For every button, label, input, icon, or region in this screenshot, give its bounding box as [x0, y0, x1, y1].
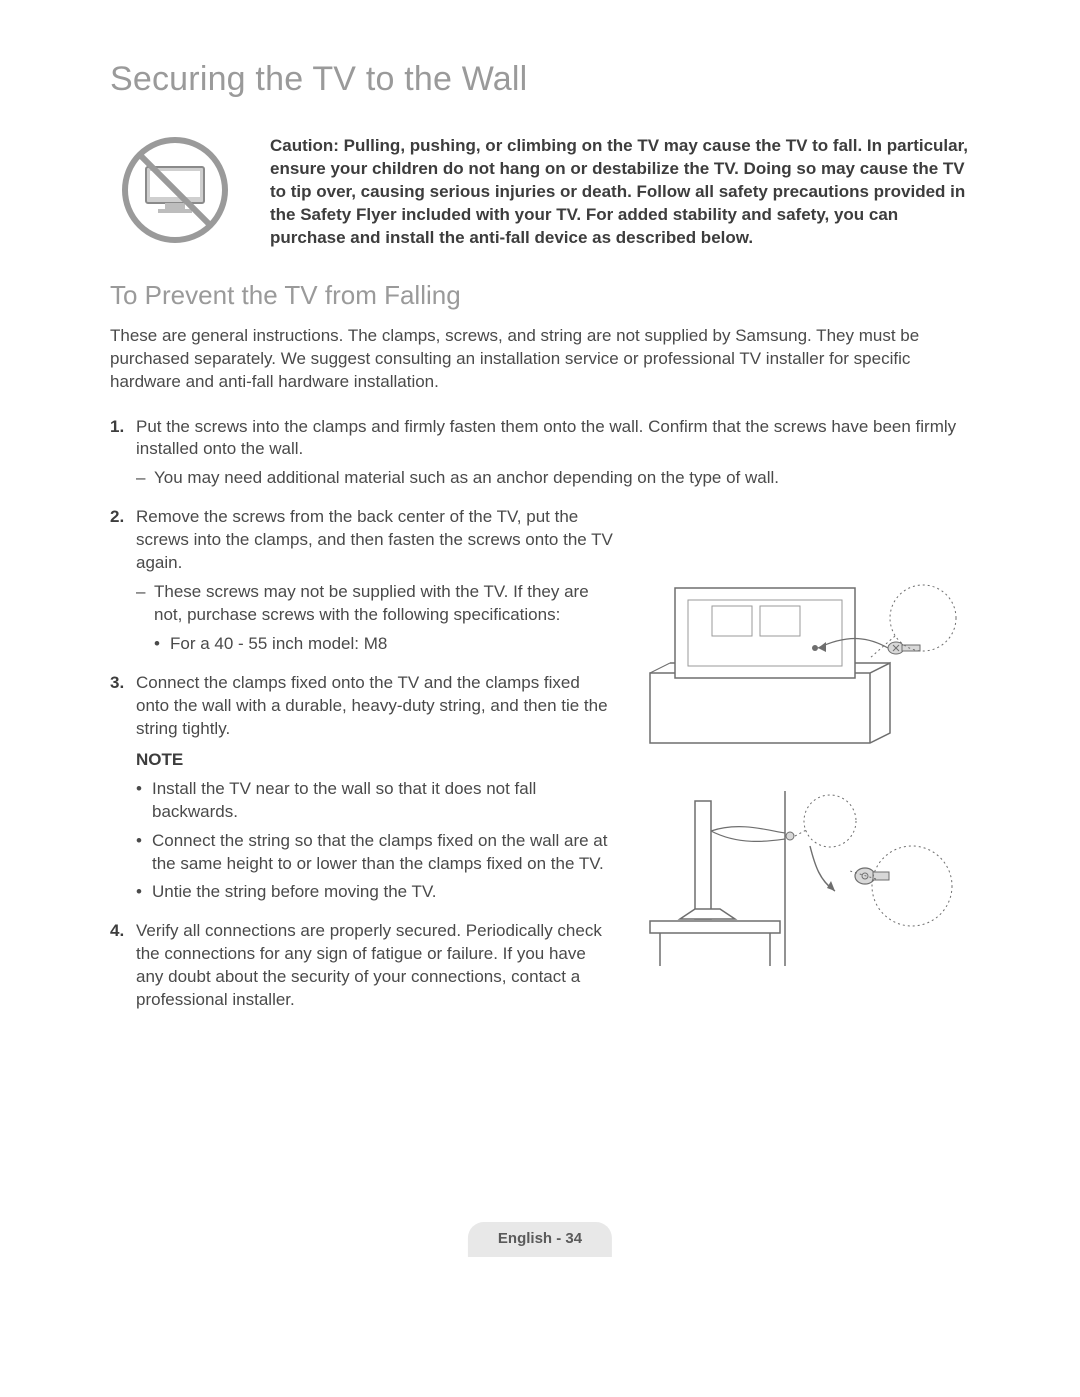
- intro-paragraph: These are general instructions. The clam…: [110, 325, 970, 394]
- caution-text: Caution: Pulling, pushing, or climbing o…: [270, 135, 970, 250]
- step-3-note-3: Untie the string before moving the TV.: [136, 881, 616, 904]
- step-1-note: You may need additional material such as…: [136, 467, 970, 490]
- step-text: Put the screws into the clamps and firml…: [136, 417, 956, 459]
- step-2-spec: For a 40 - 55 inch model: M8: [154, 633, 616, 656]
- figure-tv-back-screw: [640, 578, 960, 753]
- no-push-tv-icon: [110, 135, 240, 250]
- step-text: Connect the clamps fixed onto the TV and…: [136, 673, 608, 738]
- page-title: Securing the TV to the Wall: [110, 60, 970, 99]
- caution-row: Caution: Pulling, pushing, or climbing o…: [110, 135, 970, 250]
- step-2: Remove the screws from the back center o…: [110, 506, 616, 656]
- step-3: Connect the clamps fixed onto the TV and…: [110, 672, 616, 904]
- step-3-note-1: Install the TV near to the wall so that …: [136, 778, 616, 824]
- page-footer-badge: English - 34: [468, 1222, 612, 1257]
- note-label: NOTE: [136, 749, 616, 772]
- content-row: Remove the screws from the back center o…: [110, 506, 970, 1028]
- step-text: Verify all connections are properly secu…: [136, 921, 602, 1009]
- section-title: To Prevent the TV from Falling: [110, 280, 970, 311]
- step-2-note-text: These screws may not be supplied with th…: [154, 582, 589, 624]
- step-4: Verify all connections are properly secu…: [110, 920, 616, 1012]
- step-1: Put the screws into the clamps and firml…: [110, 416, 970, 491]
- step-3-note-2: Connect the string so that the clamps fi…: [136, 830, 616, 876]
- figure-tv-side-string: [640, 791, 960, 971]
- step-text: Remove the screws from the back center o…: [136, 507, 613, 572]
- figures-column: [640, 506, 970, 1028]
- step-2-note: These screws may not be supplied with th…: [136, 581, 616, 656]
- steps-list: Put the screws into the clamps and firml…: [110, 416, 970, 491]
